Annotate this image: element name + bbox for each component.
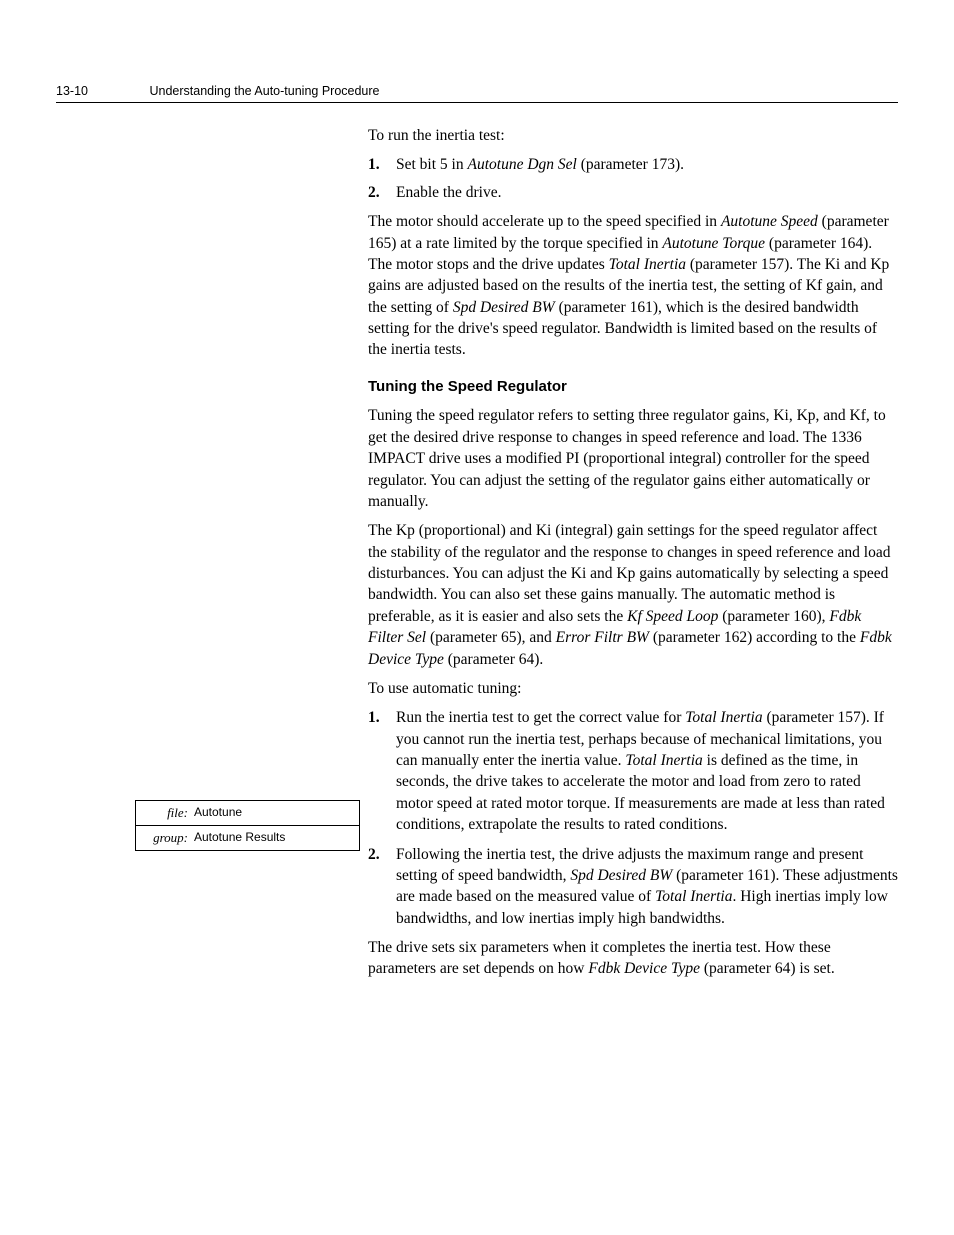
step-number: 2.: [368, 844, 396, 930]
list-item: 1. Run the inertia test to get the corre…: [368, 707, 898, 835]
automatic-tuning-steps: 1. Run the inertia test to get the corre…: [368, 707, 898, 929]
page-number: 13-10: [56, 84, 146, 98]
paragraph: To use automatic tuning:: [368, 678, 898, 699]
step-text: Enable the drive.: [396, 182, 898, 203]
paragraph: Tuning the speed regulator refers to set…: [368, 405, 898, 512]
paragraph: The motor should accelerate up to the sp…: [368, 211, 898, 361]
step-text: Run the inertia test to get the correct …: [396, 707, 898, 835]
file-value: Autotune: [194, 805, 353, 821]
list-item: 1. Set bit 5 in Autotune Dgn Sel (parame…: [368, 154, 898, 175]
list-item: 2. Enable the drive.: [368, 182, 898, 203]
step-number: 1.: [368, 154, 396, 175]
file-row: file: Autotune: [136, 801, 359, 825]
header-title: Understanding the Auto-tuning Procedure: [149, 84, 379, 98]
step-text: Following the inertia test, the drive ad…: [396, 844, 898, 930]
page: 13-10 Understanding the Auto-tuning Proc…: [0, 0, 954, 1235]
paragraph: The drive sets six parameters when it co…: [368, 937, 898, 980]
file-label: file:: [142, 805, 194, 821]
group-row: group: Autotune Results: [136, 825, 359, 850]
paragraph: The Kp (proportional) and Ki (integral) …: [368, 520, 898, 670]
body-column: To run the inertia test: 1. Set bit 5 in…: [368, 125, 898, 980]
group-label: group:: [142, 830, 194, 846]
parameter-location-box: file: Autotune group: Autotune Results: [135, 800, 360, 851]
group-value: Autotune Results: [194, 830, 353, 846]
page-header: 13-10 Understanding the Auto-tuning Proc…: [56, 84, 898, 103]
subheading: Tuning the Speed Regulator: [368, 377, 898, 398]
step-text: Set bit 5 in Autotune Dgn Sel (parameter…: [396, 154, 898, 175]
inertia-test-steps: 1. Set bit 5 in Autotune Dgn Sel (parame…: [368, 154, 898, 203]
step-number: 1.: [368, 707, 396, 835]
step-number: 2.: [368, 182, 396, 203]
list-item: 2. Following the inertia test, the drive…: [368, 844, 898, 930]
intro-line: To run the inertia test:: [368, 125, 898, 146]
